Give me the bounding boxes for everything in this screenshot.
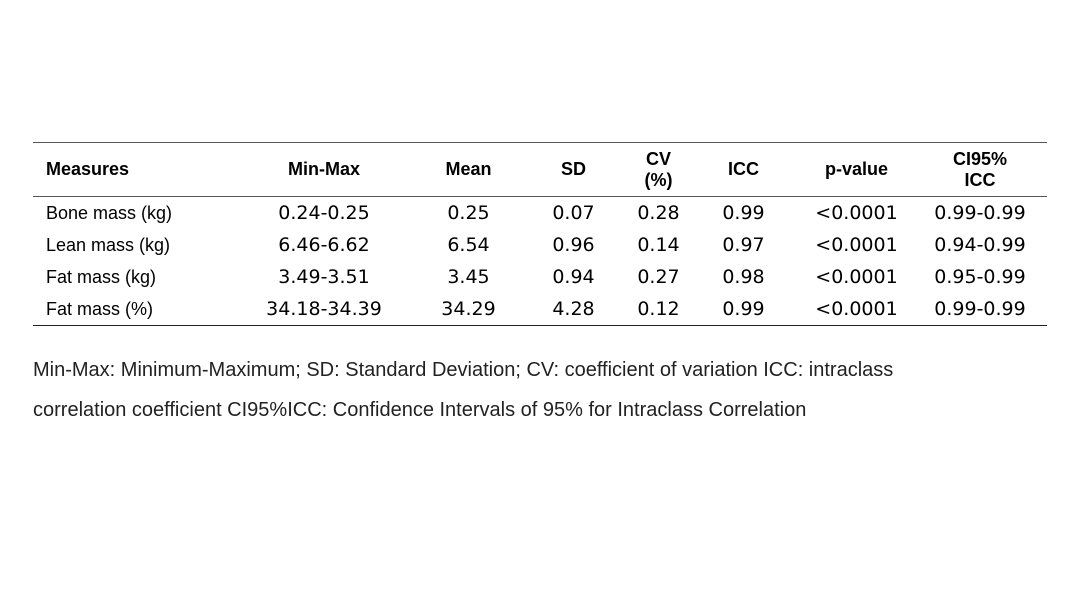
cell-sd: 0.07 xyxy=(552,202,595,224)
table-header-row: Measures Min-Max Mean SD CV (%) ICC xyxy=(33,142,1047,197)
cell-min-max: 0.24-0.25 xyxy=(278,202,370,224)
cell-cv: 0.12 xyxy=(637,298,680,320)
cell-ci95-icc: 0.95-0.99 xyxy=(934,266,1026,288)
cell-p-value: <0.0001 xyxy=(815,202,898,224)
cell-ci95-icc: 0.99-0.99 xyxy=(934,202,1026,224)
cell-p-value: <0.0001 xyxy=(815,266,898,288)
header-icc: ICC xyxy=(728,159,759,179)
cell-ci95-icc: 0.94-0.99 xyxy=(934,234,1026,256)
header-min-max: Min-Max xyxy=(288,159,360,179)
cell-mean: 34.29 xyxy=(441,298,496,320)
footnote-line: Min-Max: Minimum-Maximum; SD: Standard D… xyxy=(33,359,894,381)
cell-p-value: <0.0001 xyxy=(815,298,898,320)
table-row: Lean mass (kg) 6.46-6.62 6.54 0.96 0.14 … xyxy=(33,229,1047,261)
table-footnote: Min-Max: Minimum-Maximum; SD: Standard D… xyxy=(33,350,1063,430)
header-cv: CV (%) xyxy=(644,148,673,190)
cell-sd: 0.94 xyxy=(552,266,595,288)
cell-mean: 0.25 xyxy=(447,202,490,224)
cell-sd: 0.96 xyxy=(552,234,595,256)
cell-cv: 0.27 xyxy=(637,266,680,288)
cell-measure: Bone mass (kg) xyxy=(46,202,173,223)
footnote-line: correlation coefficient CI95%ICC: Confid… xyxy=(33,399,807,421)
cell-icc: 0.98 xyxy=(722,266,765,288)
header-mean: Mean xyxy=(445,159,492,179)
header-measures: Measures xyxy=(46,159,130,179)
results-table: Measures Min-Max Mean SD CV (%) ICC xyxy=(33,142,1047,326)
cell-measure: Fat mass (%) xyxy=(46,298,154,319)
cell-min-max: 6.46-6.62 xyxy=(278,234,370,256)
cell-icc: 0.99 xyxy=(722,298,765,320)
cell-sd: 4.28 xyxy=(552,298,595,320)
cell-ci95-icc: 0.99-0.99 xyxy=(934,298,1026,320)
cell-min-max: 34.18-34.39 xyxy=(266,298,382,320)
results-table-container: Measures Min-Max Mean SD CV (%) ICC xyxy=(33,142,1047,326)
cell-mean: 3.45 xyxy=(447,266,490,288)
cell-p-value: <0.0001 xyxy=(815,234,898,256)
header-ci95-icc: CI95% ICC xyxy=(952,148,1008,190)
cell-min-max: 3.49-3.51 xyxy=(278,266,370,288)
header-p-value: p-value xyxy=(824,159,889,179)
table-row: Fat mass (%) 34.18-34.39 34.29 4.28 0.12… xyxy=(33,293,1047,326)
cell-measure: Lean mass (kg) xyxy=(46,234,171,255)
cell-measure: Fat mass (kg) xyxy=(46,266,157,287)
cell-icc: 0.99 xyxy=(722,202,765,224)
cell-mean: 6.54 xyxy=(447,234,490,256)
cell-cv: 0.28 xyxy=(637,202,680,224)
table-row: Bone mass (kg) 0.24-0.25 0.25 0.07 0.28 … xyxy=(33,197,1047,230)
cell-icc: 0.97 xyxy=(722,234,765,256)
header-sd: SD xyxy=(560,159,586,179)
table-row: Fat mass (kg) 3.49-3.51 3.45 0.94 0.27 0… xyxy=(33,261,1047,293)
cell-cv: 0.14 xyxy=(637,234,680,256)
